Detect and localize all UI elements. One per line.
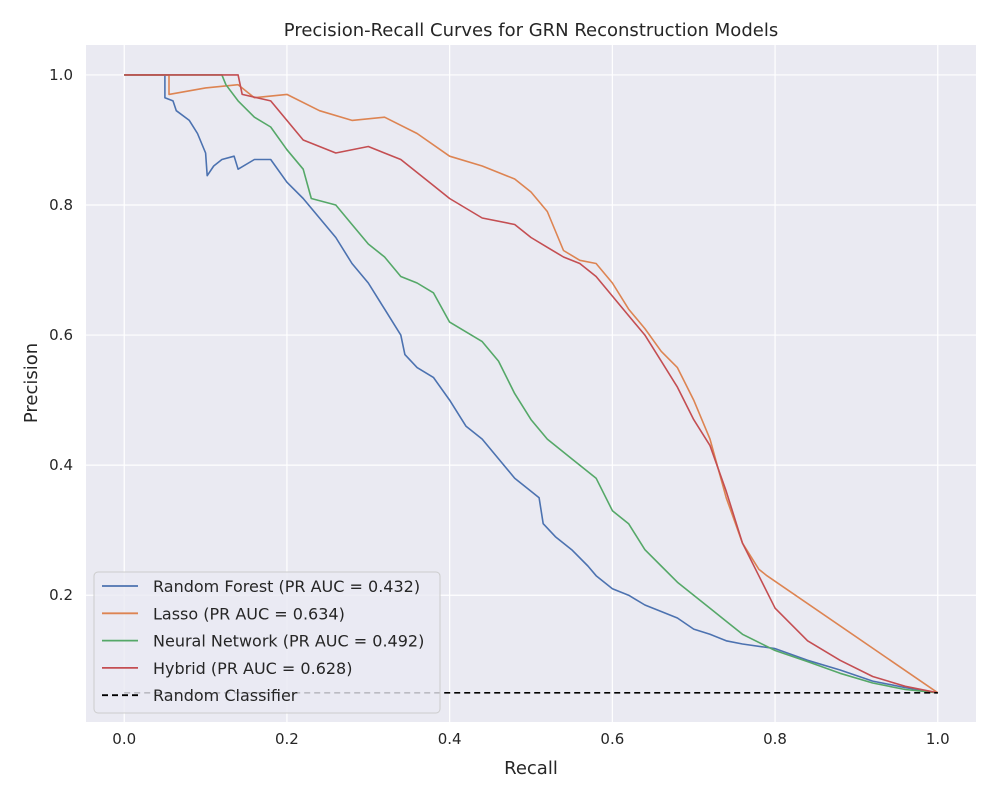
y-tick-label: 0.8 [49, 196, 73, 214]
x-tick-labels: 0.0 0.2 0.4 0.6 0.8 1.0 [112, 730, 949, 748]
grid [86, 45, 976, 722]
series-line-hybrid [124, 74, 938, 694]
series-line-random-forest [124, 74, 938, 694]
x-tick-label: 0.4 [438, 730, 462, 748]
y-tick-label: 0.6 [49, 326, 73, 344]
legend-label-random-classifier: Random Classifier [153, 686, 298, 705]
legend-label-hybrid: Hybrid (PR AUC = 0.628) [153, 659, 352, 678]
x-axis-label: Recall [504, 758, 558, 779]
x-tick-label: 0.2 [275, 730, 299, 748]
y-tick-labels: 0.2 0.4 0.6 0.8 1.0 [49, 66, 73, 604]
series-line-lasso [124, 74, 939, 694]
x-tick-label: 0.0 [112, 730, 136, 748]
x-tick-label: 0.8 [763, 730, 787, 748]
x-tick-label: 1.0 [926, 730, 950, 748]
series-line-neural-network [124, 74, 938, 694]
x-tick-label: 0.6 [600, 730, 624, 748]
y-tick-label: 0.4 [49, 456, 73, 474]
legend: Random Forest (PR AUC = 0.432) Lasso (PR … [93, 571, 441, 714]
y-axis-label: Precision [21, 343, 42, 423]
legend-label-random-forest: Random Forest (PR AUC = 0.432) [153, 577, 420, 596]
legend-label-lasso: Lasso (PR AUC = 0.634) [153, 604, 345, 623]
legend-box [93, 571, 441, 714]
legend-label-neural-network: Neural Network (PR AUC = 0.492) [153, 632, 424, 651]
y-tick-label: 0.2 [49, 586, 73, 604]
y-tick-label: 1.0 [49, 66, 73, 84]
chart-title: Precision-Recall Curves for GRN Reconstr… [284, 20, 778, 41]
